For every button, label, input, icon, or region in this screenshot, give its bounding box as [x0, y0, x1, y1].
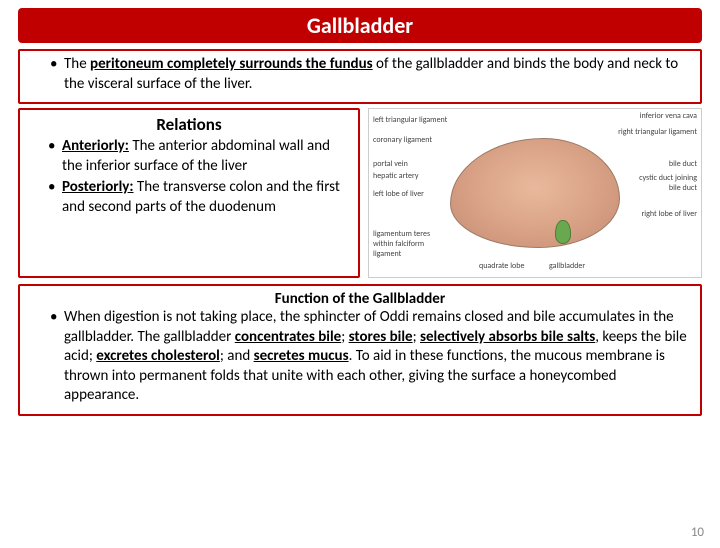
func-sep1: ; [341, 328, 348, 346]
diagram-label: cystic duct joining bile duct [627, 173, 697, 193]
func-s1: concentrates bile [235, 328, 341, 346]
gallbladder-shape [555, 220, 571, 244]
peritoneum-strong: peritoneum completely surrounds the fund… [90, 55, 373, 73]
diagram-label: quadrate lobe [479, 261, 524, 271]
diagram-label: right lobe of liver [642, 209, 698, 219]
anterior-label: Anteriorly: [62, 137, 129, 155]
diagram-label: inferior vena cava [640, 111, 697, 121]
diagram-label: left triangular ligament [373, 115, 447, 125]
func-s5: secretes mucus [254, 347, 349, 365]
function-bullet: When digestion is not taking place, the … [50, 308, 690, 406]
func-s4: excretes cholesterol [96, 347, 220, 365]
relations-box: Relations Anteriorly: The anterior abdom… [18, 108, 360, 278]
diagram-label: left lobe of liver [373, 189, 424, 199]
page-title: Gallbladder [307, 12, 413, 39]
liver-shape [450, 138, 620, 248]
diagram-label: portal vein [373, 159, 408, 169]
diagram-label: coronary ligament [373, 135, 432, 145]
relation-anterior: Anteriorly: The anterior abdominal wall … [48, 137, 350, 176]
peritoneum-bullet: The peritoneum completely surrounds the … [50, 55, 690, 94]
relations-row: Relations Anteriorly: The anterior abdom… [18, 108, 702, 278]
peritoneum-box: The peritoneum completely surrounds the … [18, 49, 702, 104]
diagram-label: gallbladder [549, 261, 585, 271]
function-heading: Function of the Gallbladder [30, 290, 690, 308]
page-number: 10 [691, 525, 704, 540]
function-box: Function of the Gallbladder When digesti… [18, 284, 702, 416]
peritoneum-pre: The [64, 55, 90, 73]
diagram-label: right triangular ligament [618, 127, 697, 137]
func-s3: selectively absorbs bile salts [420, 328, 595, 346]
posterior-label: Posteriorly: [62, 178, 134, 196]
relations-heading: Relations [28, 114, 350, 135]
func-s2: stores bile [349, 328, 413, 346]
liver-diagram: left triangular ligament coronary ligame… [368, 108, 702, 278]
relation-posterior: Posteriorly: The transverse colon and th… [48, 178, 350, 217]
diagram-label: hepatic artery [373, 171, 418, 181]
diagram-label: bile duct [669, 159, 697, 169]
func-sep3: ; and [220, 347, 254, 365]
func-sep2: ; [413, 328, 420, 346]
diagram-label: ligamentum teres within falciform ligame… [373, 229, 433, 259]
title-bar: Gallbladder [18, 8, 702, 43]
